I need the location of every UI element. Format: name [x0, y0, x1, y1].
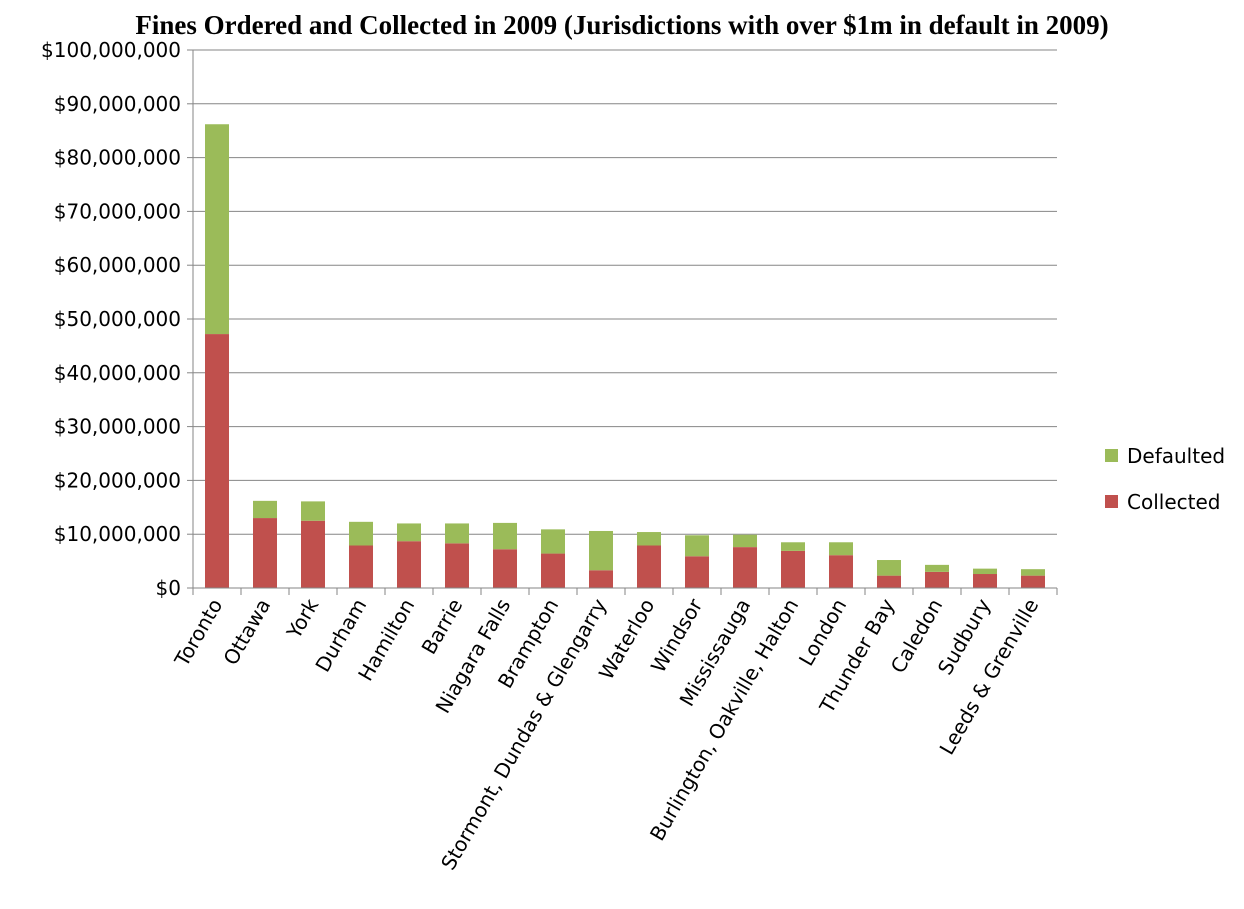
y-tick-label: $10,000,000 — [54, 522, 181, 546]
bar-collected — [493, 549, 517, 588]
legend-label-collected: Collected — [1127, 490, 1220, 514]
bar-collected — [445, 543, 469, 588]
bar-collected — [589, 570, 613, 588]
y-tick-label: $0 — [156, 576, 181, 600]
bar-defaulted — [733, 534, 757, 548]
legend-swatch-collected — [1105, 495, 1118, 508]
bar-collected — [781, 550, 805, 588]
x-tick-label: York — [281, 594, 323, 643]
y-tick-label: $50,000,000 — [54, 307, 181, 331]
axes — [187, 49, 1058, 595]
bar-collected — [637, 545, 661, 588]
bar-collected — [349, 545, 373, 588]
y-tick-label: $40,000,000 — [54, 361, 181, 385]
y-tick-label: $20,000,000 — [54, 468, 181, 492]
bar-collected — [925, 571, 949, 588]
bar-defaulted — [253, 500, 277, 519]
bar-collected — [541, 553, 565, 588]
y-tick-label: $30,000,000 — [54, 415, 181, 439]
y-tick-label: $60,000,000 — [54, 253, 181, 277]
bar-defaulted — [397, 523, 421, 542]
legend: Defaulted Collected — [1105, 444, 1225, 514]
bar-defaulted — [349, 521, 373, 546]
bar-defaulted — [685, 535, 709, 557]
bar-defaulted — [1021, 569, 1045, 576]
x-tick-label: Ottawa — [218, 595, 275, 670]
bar-collected — [733, 547, 757, 588]
x-tick-label: Barrie — [417, 595, 468, 659]
bar-collected — [253, 518, 277, 588]
x-tick-label: Toronto — [169, 595, 227, 672]
bar-collected — [205, 334, 229, 588]
y-tick-label: $100,000,000 — [41, 38, 181, 62]
bar-collected — [829, 555, 853, 588]
bar-defaulted — [973, 568, 997, 575]
bar-defaulted — [589, 530, 613, 571]
bar-collected — [301, 520, 325, 588]
bar-defaulted — [877, 560, 901, 576]
bar-defaulted — [637, 532, 661, 546]
bar-collected — [1021, 575, 1045, 588]
bar-collected — [397, 541, 421, 588]
bar-defaulted — [925, 564, 949, 572]
bars — [205, 124, 1045, 588]
bar-defaulted — [781, 542, 805, 551]
bar-defaulted — [445, 523, 469, 544]
legend-label-defaulted: Defaulted — [1127, 444, 1225, 468]
chart-title: Fines Ordered and Collected in 2009 (Jur… — [135, 10, 1109, 40]
bar-defaulted — [493, 522, 517, 550]
bar-defaulted — [829, 542, 853, 556]
legend-swatch-defaulted — [1105, 449, 1118, 462]
y-tick-label: $70,000,000 — [54, 199, 181, 223]
bar-defaulted — [205, 124, 229, 335]
bar-collected — [685, 556, 709, 588]
y-tick-label: $90,000,000 — [54, 92, 181, 116]
bar-collected — [973, 574, 997, 588]
y-tick-label: $80,000,000 — [54, 146, 181, 170]
y-tick-labels: $0 $10,000,000 $20,000,000 $30,000,000 $40,0… — [41, 38, 181, 600]
bar-defaulted — [301, 501, 325, 521]
gridlines — [193, 49, 1057, 535]
bar-defaulted — [541, 529, 565, 554]
bar-collected — [877, 575, 901, 588]
